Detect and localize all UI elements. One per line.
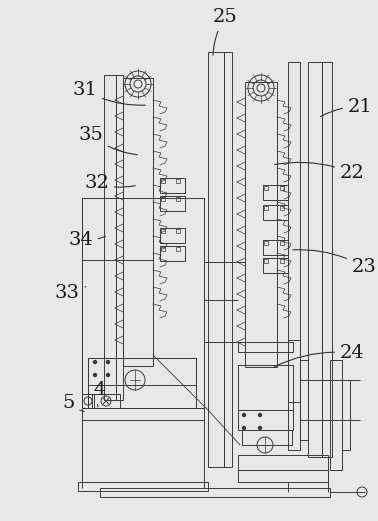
- Bar: [82, 394, 94, 408]
- Text: 22: 22: [275, 163, 365, 182]
- Text: 35: 35: [78, 126, 137, 155]
- Bar: [78, 482, 208, 491]
- Bar: [176, 229, 180, 233]
- Bar: [330, 360, 342, 470]
- Text: 24: 24: [274, 344, 365, 367]
- Bar: [238, 470, 328, 482]
- Bar: [208, 52, 224, 467]
- Bar: [264, 186, 268, 190]
- Bar: [161, 197, 165, 201]
- Bar: [161, 247, 165, 251]
- Text: 21: 21: [321, 98, 373, 117]
- Bar: [263, 258, 288, 273]
- Circle shape: [107, 361, 110, 364]
- Bar: [264, 259, 268, 263]
- Text: 32: 32: [84, 174, 135, 192]
- Circle shape: [93, 374, 96, 377]
- Bar: [300, 360, 308, 440]
- Bar: [176, 197, 180, 201]
- Bar: [82, 198, 204, 408]
- Bar: [245, 82, 277, 367]
- Bar: [161, 229, 165, 233]
- Bar: [104, 75, 116, 400]
- Bar: [224, 52, 232, 467]
- Text: 33: 33: [55, 284, 86, 302]
- Bar: [308, 62, 322, 457]
- Text: 25: 25: [213, 8, 238, 55]
- Circle shape: [259, 414, 262, 416]
- Bar: [160, 196, 185, 211]
- Bar: [263, 240, 288, 255]
- Bar: [82, 408, 204, 420]
- Bar: [160, 228, 185, 243]
- Circle shape: [259, 427, 262, 429]
- Bar: [288, 62, 300, 402]
- Bar: [88, 358, 196, 408]
- Bar: [88, 358, 196, 408]
- Bar: [263, 205, 288, 220]
- Bar: [176, 179, 180, 183]
- Bar: [92, 394, 120, 408]
- Text: 31: 31: [72, 81, 145, 105]
- Circle shape: [243, 427, 245, 429]
- Bar: [123, 78, 153, 366]
- Bar: [242, 430, 292, 445]
- Bar: [342, 380, 350, 450]
- Bar: [100, 488, 330, 497]
- Bar: [264, 206, 268, 210]
- Bar: [238, 455, 328, 470]
- Bar: [322, 62, 332, 457]
- Bar: [160, 178, 185, 193]
- Bar: [238, 410, 293, 430]
- Bar: [280, 206, 284, 210]
- Text: 34: 34: [68, 231, 105, 249]
- Bar: [176, 247, 180, 251]
- Bar: [280, 186, 284, 190]
- Text: 5: 5: [62, 394, 84, 412]
- Circle shape: [243, 414, 245, 416]
- Bar: [280, 259, 284, 263]
- Bar: [160, 246, 185, 261]
- Bar: [116, 75, 123, 400]
- Bar: [238, 365, 293, 410]
- Bar: [280, 241, 284, 245]
- Bar: [263, 185, 288, 200]
- Text: 4: 4: [93, 381, 105, 407]
- Bar: [161, 179, 165, 183]
- Bar: [288, 340, 300, 450]
- Bar: [238, 342, 293, 352]
- Circle shape: [107, 374, 110, 377]
- Circle shape: [93, 361, 96, 364]
- Text: 23: 23: [293, 250, 377, 276]
- Bar: [264, 241, 268, 245]
